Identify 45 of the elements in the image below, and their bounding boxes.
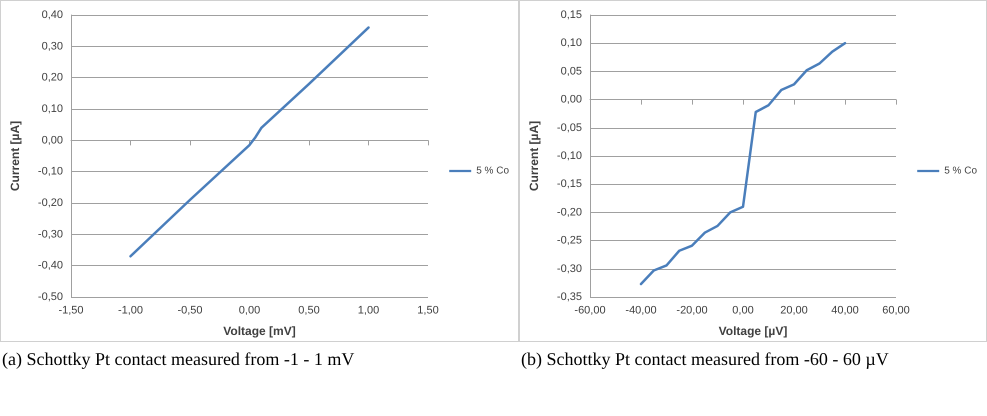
x-tick-label: 0,00 xyxy=(732,304,754,316)
x-tick-label: 40,00 xyxy=(831,304,859,316)
y-tick-label: 0,10 xyxy=(560,37,582,50)
line-series xyxy=(640,42,846,286)
x-tick-label: -40,00 xyxy=(625,304,657,316)
y-axis-title: Current [µA] xyxy=(527,120,541,192)
y-tick-label: -0,15 xyxy=(556,178,582,190)
x-tick-label: 0,00 xyxy=(238,304,260,316)
y-tick-label: 0,40 xyxy=(42,9,63,21)
y-tick-label: 0,20 xyxy=(42,72,63,84)
y-tick-label: 0,10 xyxy=(42,103,63,115)
y-tick-label: -0,05 xyxy=(556,122,582,134)
line-series xyxy=(129,26,370,258)
y-tick-label: 0,30 xyxy=(42,40,63,52)
x-tick-label: 0,50 xyxy=(298,304,320,316)
y-tick-label: 0,00 xyxy=(42,134,63,146)
x-tick-label: -60,00 xyxy=(574,304,606,316)
y-tick-label: -0,10 xyxy=(556,150,582,162)
x-tick-label: 1,50 xyxy=(417,304,439,316)
y-tick-label: -0,20 xyxy=(556,206,582,218)
y-tick-label: -0,20 xyxy=(38,197,63,209)
x-axis-title: Voltage [mV] xyxy=(223,324,296,338)
text: (b) Schottky Pt contact measured from -60 - 60 µV xyxy=(520,348,890,370)
x-tick-label: 60,00 xyxy=(882,304,910,316)
x-tick-label: -1,50 xyxy=(58,304,84,316)
x-tick-label: -1,00 xyxy=(118,304,144,316)
y-tick-label: -0,40 xyxy=(38,260,63,272)
x-tick-label: 1,00 xyxy=(358,304,380,316)
y-tick-label: 0,00 xyxy=(560,94,582,106)
y-tick-label: -0,50 xyxy=(38,291,63,303)
y-tick-label: -0,30 xyxy=(556,262,582,275)
legend-label: 5 % Co xyxy=(476,166,510,176)
y-axis-title: Current [µA] xyxy=(8,120,22,192)
y-tick-label: 0,05 xyxy=(560,65,582,78)
y-tick-label: -0,25 xyxy=(556,234,582,247)
y-tick-label: 0,15 xyxy=(560,9,582,21)
y-tick-label: -0,30 xyxy=(38,228,63,240)
x-tick-label: -0,50 xyxy=(177,304,203,316)
y-tick-label: -0,35 xyxy=(556,291,582,303)
x-tick-label: 20,00 xyxy=(780,304,808,316)
y-tick-label: -0,10 xyxy=(38,166,63,178)
x-tick-label: -20,00 xyxy=(676,304,708,316)
x-axis-title: Voltage [µV] xyxy=(718,324,788,338)
legend-label: 5 % Co xyxy=(944,166,978,176)
text: (a) Schottky Pt contact measured from -1 - 1 mV xyxy=(1,348,356,370)
